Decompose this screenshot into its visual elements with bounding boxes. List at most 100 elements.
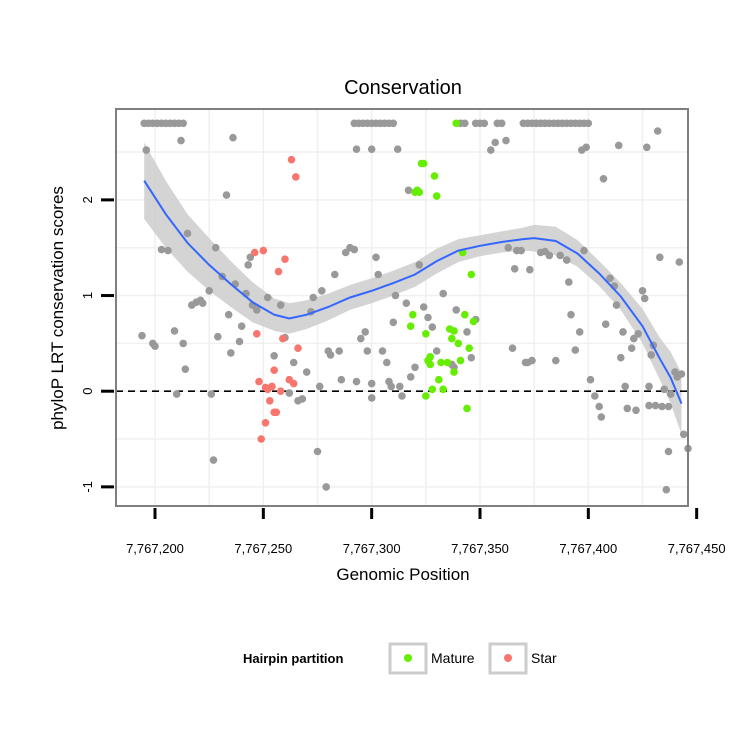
y-tick-label: 1 [80, 292, 95, 299]
point-other [658, 402, 666, 411]
plot-panel [116, 109, 688, 506]
point-other [367, 394, 376, 402]
point-mature [461, 310, 469, 319]
point-other [142, 146, 151, 154]
point-other [504, 243, 512, 252]
point-other [177, 136, 185, 145]
y-tick-label: -1 [80, 481, 95, 493]
point-star [274, 267, 283, 276]
point-mature [430, 172, 439, 180]
point-other [372, 253, 380, 262]
point-other [393, 145, 402, 153]
point-mature [432, 192, 441, 200]
point-other [621, 382, 629, 391]
point-other [640, 294, 649, 303]
panel-border [115, 108, 689, 507]
point-other [352, 377, 361, 386]
y-axis-title: phyloP LRT conservation scores [48, 186, 67, 430]
point-other [151, 342, 159, 351]
point-other [237, 322, 246, 331]
point-other [660, 385, 668, 394]
point-other [497, 119, 506, 128]
point-other [502, 136, 510, 145]
point-star [252, 330, 261, 338]
point-other [391, 291, 400, 300]
point-other [411, 363, 419, 372]
point-other [172, 390, 181, 398]
point-other [463, 328, 471, 336]
legend: Hairpin partition Mature Star [243, 642, 557, 675]
point-other [623, 404, 632, 413]
point-other [565, 278, 573, 286]
point-other [606, 274, 614, 283]
point-other [285, 389, 294, 397]
point-other [599, 175, 608, 183]
point-other [207, 390, 216, 398]
point-mature [419, 159, 428, 168]
point-other [179, 119, 187, 128]
smooth-line [143, 180, 683, 404]
point-mature [409, 310, 417, 319]
point-other [452, 306, 461, 314]
point-star [259, 246, 268, 255]
point-star [257, 435, 266, 443]
point-other [630, 334, 638, 343]
point-other [383, 358, 391, 367]
point-other [647, 351, 655, 359]
x-axis: 7,767,200 7,767,250 7,767,300 7,767,350 7,76… [126, 508, 726, 556]
point-mature [437, 358, 445, 367]
point-star [270, 408, 279, 417]
y-tick-label: 2 [80, 196, 95, 203]
point-other [651, 401, 660, 410]
point-mature [456, 356, 465, 365]
x-tick-label: 7,767,300 [343, 541, 401, 556]
point-other [244, 261, 252, 269]
point-other [591, 392, 599, 400]
point-star [281, 255, 289, 263]
point-other [214, 332, 222, 341]
y-axis: -1 0 1 2 [80, 196, 114, 493]
point-star [261, 419, 270, 427]
point-other [508, 344, 517, 353]
point-other [439, 289, 448, 298]
point-mature [450, 327, 458, 335]
point-other [363, 347, 372, 355]
legend-entry-star: Star [488, 642, 557, 675]
point-mature [443, 358, 452, 367]
legend-label-mature: Mature [431, 650, 475, 666]
point-other [227, 349, 235, 357]
point-mature [435, 375, 443, 384]
point-other [677, 370, 686, 378]
point-other [337, 375, 346, 384]
point-star [294, 344, 302, 353]
legend-label-star: Star [531, 650, 557, 666]
point-mature [422, 330, 430, 338]
point-other [352, 145, 361, 153]
x-tick-label: 7,767,400 [559, 541, 617, 556]
point-other [541, 119, 549, 128]
point-other [627, 344, 636, 353]
point-other [357, 334, 365, 343]
point-mature [469, 317, 478, 326]
point-other [526, 265, 534, 274]
point-mature [426, 353, 435, 361]
smooth-curve [143, 180, 683, 404]
point-mature [428, 385, 437, 394]
point-mature [439, 385, 448, 394]
point-other [424, 313, 432, 322]
point-mature [415, 188, 424, 196]
point-other [645, 401, 653, 410]
point-other [617, 353, 625, 362]
point-other [374, 270, 383, 279]
point-other [612, 301, 621, 309]
point-other [389, 318, 398, 327]
point-other [567, 310, 575, 319]
point-other [170, 327, 179, 335]
point-other [222, 191, 231, 199]
point-other [545, 251, 554, 260]
point-other [322, 483, 331, 491]
point-mature [422, 392, 430, 400]
point-other [209, 456, 218, 464]
point-other [584, 119, 593, 128]
